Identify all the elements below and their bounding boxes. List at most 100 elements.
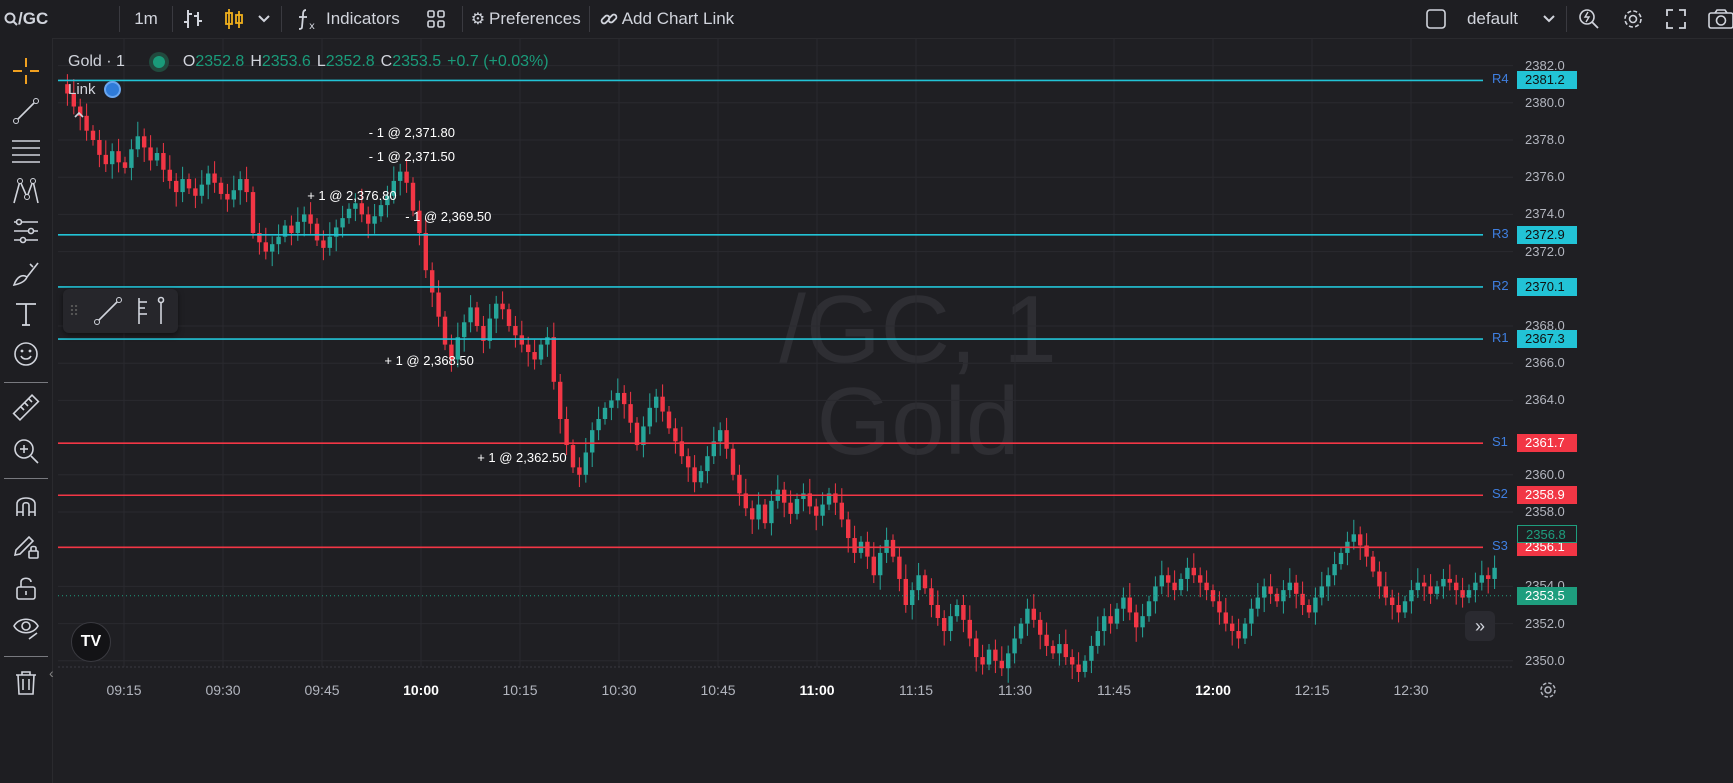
indicators-button[interactable]: x Indicators	[282, 0, 410, 38]
candle	[148, 135, 153, 171]
divider	[588, 6, 590, 32]
divider	[4, 382, 48, 383]
last-price-tag: 2353.5	[1517, 586, 1577, 605]
candle	[276, 224, 281, 255]
candle	[602, 402, 608, 425]
candle	[999, 646, 1004, 677]
high-value: 2353.6	[261, 53, 311, 70]
chart-pane[interactable]: /GC, 1 Gold R4 2381.2 R3 2372.9 R2 2370.1 R1 23…	[49, 39, 1733, 783]
text-tool[interactable]	[8, 296, 44, 332]
candle	[282, 219, 288, 243]
tradingview-logo[interactable]: TV	[71, 622, 111, 662]
candle	[1166, 567, 1171, 598]
lock-tool[interactable]	[8, 570, 44, 606]
layout-name: default	[1466, 9, 1518, 28]
price-chart[interactable]	[53, 39, 1733, 783]
crosshair-tool[interactable]	[8, 53, 44, 89]
candle	[1351, 519, 1356, 550]
forecast-tool[interactable]	[8, 213, 44, 249]
price-axis-tag: 2370.1	[1517, 277, 1577, 296]
candle	[1185, 557, 1190, 592]
fullscreen-button[interactable]	[1655, 0, 1697, 38]
emoji-tool[interactable]	[8, 336, 44, 372]
scroll-to-realtime-button[interactable]: »	[1465, 611, 1495, 641]
drag-handle-icon[interactable]: ⠿	[68, 302, 80, 319]
candle	[1262, 578, 1267, 613]
market-status-dot	[152, 56, 165, 68]
candle	[1466, 584, 1472, 604]
chevron-down-icon[interactable]	[257, 14, 271, 24]
hide-drawings-tool[interactable]	[8, 610, 44, 646]
line-tool-icon[interactable]	[91, 294, 125, 328]
drawing-toolbar	[0, 38, 53, 783]
function-icon: x	[298, 9, 315, 31]
candle	[1031, 594, 1036, 628]
chart-type-button[interactable]	[213, 0, 281, 38]
magnet-tool[interactable]	[8, 488, 44, 524]
candle	[1198, 567, 1203, 598]
candle	[1127, 583, 1132, 621]
candle	[750, 500, 755, 534]
settings-gear-icon	[1624, 10, 1642, 28]
candle	[801, 483, 806, 512]
candle	[270, 236, 275, 267]
square-icon	[1426, 9, 1446, 29]
candle	[1345, 531, 1350, 566]
symbol-search[interactable]: /GC	[0, 0, 119, 38]
chart-settings-gear-icon[interactable]	[1537, 679, 1559, 701]
time-axis-label: 10:15	[502, 682, 538, 698]
candle	[1396, 592, 1401, 623]
candle	[340, 205, 345, 238]
candle	[1434, 580, 1440, 600]
candle	[922, 569, 928, 594]
divider	[119, 6, 120, 32]
candle	[257, 222, 262, 255]
fib-tool[interactable]	[8, 133, 44, 169]
zoom-tool[interactable]	[8, 433, 44, 469]
templates-button[interactable]	[410, 0, 462, 38]
brush-tool[interactable]	[8, 255, 44, 291]
pivot-level-label: S1	[1492, 434, 1508, 450]
price-axis-label: 2350.0	[1525, 652, 1565, 668]
chevron-left-icon[interactable]: ‹	[49, 665, 54, 681]
long-position-icon[interactable]	[131, 294, 171, 328]
price-axis-label: 2372.0	[1525, 243, 1565, 259]
candle	[526, 336, 531, 367]
collapse-legend-button[interactable]	[72, 107, 96, 127]
measure-tool[interactable]	[8, 390, 44, 426]
settings-button[interactable]	[1611, 0, 1655, 38]
layout-select[interactable]: default	[1415, 0, 1566, 38]
remove-drawings-tool[interactable]	[8, 665, 44, 701]
candle	[161, 142, 166, 183]
quick-search-button[interactable]	[1567, 0, 1611, 38]
candle	[436, 280, 441, 327]
link-indicator[interactable]: Link	[68, 81, 121, 98]
pattern-tool[interactable]	[8, 173, 44, 209]
lock-drawings-tool[interactable]	[8, 528, 44, 564]
preferences-button[interactable]: ⚙ Preferences	[463, 0, 589, 38]
candle	[308, 202, 313, 234]
candle	[487, 304, 492, 349]
candle	[129, 139, 134, 181]
screenshot-button[interactable]	[1697, 0, 1733, 38]
candle	[993, 639, 998, 674]
candle	[961, 594, 966, 633]
interval-button[interactable]: 1m	[120, 0, 172, 38]
candle	[1441, 568, 1446, 599]
candle	[1076, 652, 1081, 683]
candle	[378, 199, 384, 222]
preferences-label: Preferences	[489, 9, 581, 28]
trade-marker-label: - 1 @ 2,371.80	[368, 125, 455, 140]
candle	[954, 599, 960, 622]
candle	[1281, 580, 1286, 614]
candle	[551, 322, 556, 390]
time-axis-label: 11:30	[998, 682, 1032, 698]
trendline-tool[interactable]	[8, 93, 44, 129]
bar-style-button[interactable]	[173, 0, 213, 38]
link-label: Link	[68, 81, 96, 98]
candle	[711, 426, 716, 465]
candle	[878, 545, 883, 590]
trade-marker-label: + 1 @ 2,368.50	[384, 353, 474, 368]
candle	[948, 603, 953, 642]
add-chart-link-button[interactable]: Add Chart Link	[590, 0, 744, 38]
